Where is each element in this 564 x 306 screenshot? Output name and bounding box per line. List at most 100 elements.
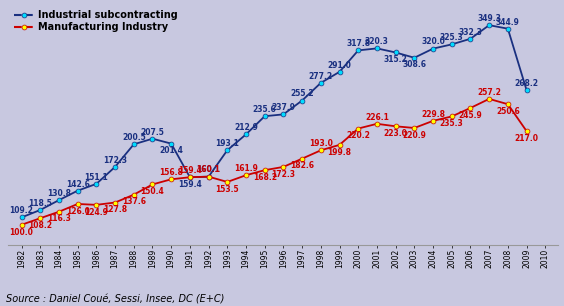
Industrial subcontracting bbox=[467, 37, 474, 41]
Text: 108.2: 108.2 bbox=[28, 221, 52, 230]
Text: 100.0: 100.0 bbox=[10, 227, 33, 237]
Manufacturing Industry bbox=[373, 122, 380, 126]
Text: 160.1: 160.1 bbox=[197, 166, 221, 174]
Manufacturing Industry bbox=[130, 193, 137, 196]
Text: 349.3: 349.3 bbox=[477, 14, 501, 23]
Text: 237.9: 237.9 bbox=[271, 103, 296, 112]
Manufacturing Industry bbox=[224, 180, 231, 184]
Industrial subcontracting bbox=[56, 198, 63, 202]
Manufacturing Industry bbox=[411, 126, 418, 130]
Manufacturing Industry bbox=[112, 201, 118, 204]
Text: 320.3: 320.3 bbox=[365, 37, 389, 46]
Line: Industrial subcontracting: Industrial subcontracting bbox=[19, 23, 529, 220]
Text: 277.2: 277.2 bbox=[309, 72, 333, 81]
Text: 193.1: 193.1 bbox=[215, 139, 239, 148]
Text: 150.4: 150.4 bbox=[140, 187, 164, 196]
Text: 159.4: 159.4 bbox=[178, 180, 202, 189]
Manufacturing Industry bbox=[523, 129, 530, 133]
Text: 172.3: 172.3 bbox=[103, 156, 127, 165]
Text: 344.9: 344.9 bbox=[496, 17, 520, 27]
Industrial subcontracting bbox=[187, 175, 193, 179]
Manufacturing Industry bbox=[299, 157, 306, 160]
Manufacturing Industry bbox=[93, 203, 100, 207]
Text: 201.4: 201.4 bbox=[159, 146, 183, 155]
Text: 159.4: 159.4 bbox=[178, 166, 202, 175]
Industrial subcontracting bbox=[261, 114, 268, 118]
Manufacturing Industry bbox=[74, 202, 81, 206]
Text: 308.6: 308.6 bbox=[402, 61, 426, 69]
Text: 257.2: 257.2 bbox=[477, 88, 501, 97]
Industrial subcontracting bbox=[504, 27, 511, 31]
Manufacturing Industry bbox=[392, 125, 399, 128]
Industrial subcontracting bbox=[168, 142, 175, 145]
Text: 226.1: 226.1 bbox=[365, 113, 389, 122]
Manufacturing Industry bbox=[187, 175, 193, 179]
Industrial subcontracting bbox=[486, 23, 492, 27]
Manufacturing Industry bbox=[18, 223, 25, 227]
Text: 217.0: 217.0 bbox=[514, 134, 539, 143]
Industrial subcontracting bbox=[112, 165, 118, 169]
Text: 116.3: 116.3 bbox=[47, 215, 71, 223]
Line: Manufacturing Industry: Manufacturing Industry bbox=[19, 96, 529, 227]
Text: 124.9: 124.9 bbox=[85, 207, 108, 217]
Text: 161.9: 161.9 bbox=[234, 164, 258, 173]
Text: 193.0: 193.0 bbox=[309, 139, 333, 148]
Industrial subcontracting bbox=[93, 182, 100, 186]
Text: 130.8: 130.8 bbox=[47, 189, 71, 198]
Manufacturing Industry bbox=[448, 115, 455, 118]
Industrial subcontracting bbox=[318, 81, 324, 85]
Industrial subcontracting bbox=[336, 70, 343, 74]
Text: 320.0: 320.0 bbox=[421, 37, 445, 47]
Manufacturing Industry bbox=[205, 175, 212, 178]
Text: 332.3: 332.3 bbox=[459, 28, 482, 37]
Manufacturing Industry bbox=[336, 143, 343, 147]
Industrial subcontracting bbox=[205, 175, 212, 178]
Text: Source : Daniel Coué, Sessi, Insee, DC (E+C): Source : Daniel Coué, Sessi, Insee, DC (… bbox=[6, 294, 224, 304]
Text: 220.2: 220.2 bbox=[346, 131, 370, 140]
Text: 212.9: 212.9 bbox=[234, 123, 258, 132]
Manufacturing Industry bbox=[318, 148, 324, 152]
Manufacturing Industry bbox=[486, 97, 492, 101]
Industrial subcontracting bbox=[37, 208, 43, 212]
Text: 160.1: 160.1 bbox=[197, 166, 221, 174]
Industrial subcontracting bbox=[355, 49, 362, 52]
Industrial subcontracting bbox=[130, 143, 137, 146]
Industrial subcontracting bbox=[74, 189, 81, 192]
Text: 200.5: 200.5 bbox=[122, 133, 146, 142]
Manufacturing Industry bbox=[243, 174, 249, 177]
Text: 151.1: 151.1 bbox=[85, 173, 108, 182]
Text: 142.6: 142.6 bbox=[66, 180, 90, 188]
Industrial subcontracting bbox=[448, 43, 455, 46]
Manufacturing Industry bbox=[56, 210, 63, 214]
Text: 235.6: 235.6 bbox=[253, 105, 276, 114]
Industrial subcontracting bbox=[149, 137, 156, 140]
Industrial subcontracting bbox=[392, 50, 399, 54]
Text: 199.8: 199.8 bbox=[328, 147, 351, 157]
Text: 207.5: 207.5 bbox=[140, 128, 165, 136]
Manufacturing Industry bbox=[430, 119, 437, 123]
Manufacturing Industry bbox=[37, 216, 43, 220]
Industrial subcontracting bbox=[224, 148, 231, 152]
Text: 156.8: 156.8 bbox=[159, 168, 183, 177]
Text: 317.8: 317.8 bbox=[346, 39, 371, 48]
Industrial subcontracting bbox=[280, 113, 287, 116]
Text: 268.2: 268.2 bbox=[514, 79, 539, 88]
Text: 315.2: 315.2 bbox=[384, 55, 408, 64]
Industrial subcontracting bbox=[430, 47, 437, 50]
Text: 172.3: 172.3 bbox=[271, 170, 296, 179]
Text: 168.2: 168.2 bbox=[253, 173, 277, 182]
Manufacturing Industry bbox=[504, 103, 511, 106]
Text: 223.0: 223.0 bbox=[384, 129, 408, 138]
Text: 250.6: 250.6 bbox=[496, 107, 520, 116]
Text: 153.5: 153.5 bbox=[215, 185, 239, 194]
Text: 255.2: 255.2 bbox=[290, 89, 314, 98]
Legend: Industrial subcontracting, Manufacturing Industry: Industrial subcontracting, Manufacturing… bbox=[14, 9, 178, 33]
Text: 245.9: 245.9 bbox=[459, 111, 482, 120]
Industrial subcontracting bbox=[299, 99, 306, 102]
Text: 229.8: 229.8 bbox=[421, 110, 445, 119]
Manufacturing Industry bbox=[261, 168, 268, 172]
Text: 182.6: 182.6 bbox=[290, 161, 314, 170]
Manufacturing Industry bbox=[168, 177, 175, 181]
Industrial subcontracting bbox=[18, 216, 25, 219]
Text: 127.8: 127.8 bbox=[103, 205, 127, 214]
